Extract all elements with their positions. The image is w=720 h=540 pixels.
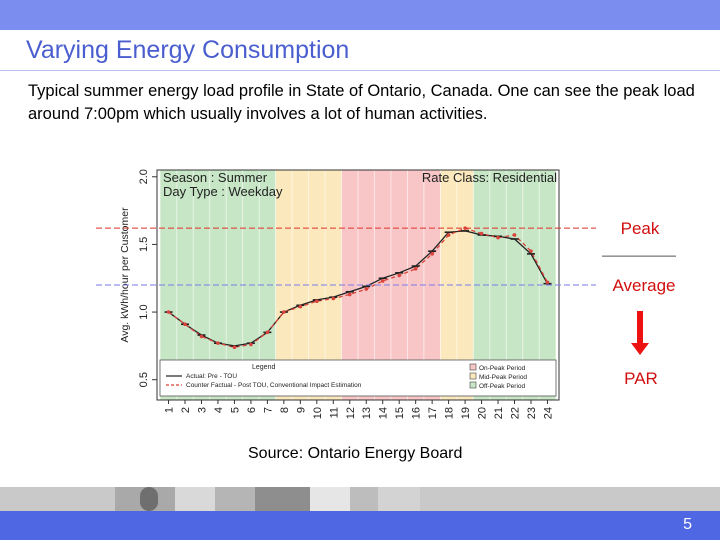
rate-class-label: Rate Class: Residential	[422, 170, 557, 185]
x-tick-label: 7	[262, 407, 274, 413]
par-arrow-shaft	[637, 311, 643, 345]
counterfactual-point	[216, 341, 220, 345]
x-tick-label: 22	[510, 407, 522, 419]
counterfactual-point	[430, 252, 434, 256]
y-tick-label: 2.0	[138, 169, 150, 184]
series-points	[164, 226, 552, 350]
x-tick-label: 19	[460, 407, 472, 419]
par-label: PAR	[624, 369, 658, 388]
day-type-label: Day Type : Weekday	[163, 184, 283, 199]
counterfactual-point	[413, 266, 418, 271]
legend-period-label: On-Peak Period	[479, 365, 526, 372]
bottom-accent-bar: 5	[0, 511, 720, 540]
footer-decor-block	[350, 487, 378, 511]
counterfactual-point	[282, 310, 286, 314]
y-tick-label: 1.5	[138, 237, 150, 252]
x-tick-label: 18	[444, 407, 456, 419]
source-citation: Source: Ontario Energy Board	[248, 445, 463, 462]
footer-decor-block	[175, 487, 215, 511]
season-label: Season : Summer	[163, 170, 268, 185]
x-tick-label: 17	[427, 407, 439, 419]
x-tick-label: 4	[213, 407, 225, 413]
legend-period-swatch	[469, 372, 477, 380]
counterfactual-point	[331, 296, 336, 301]
x-tick-label: 2	[180, 407, 192, 413]
footer-decor-block	[310, 487, 350, 511]
counterfactual-point	[496, 235, 500, 240]
legend-line-label: Actual: Pre - TOU	[186, 373, 237, 380]
legend-period-label: Mid-Peak Period	[479, 374, 527, 381]
counterfactual-point	[315, 299, 319, 304]
x-tick-label: 10	[312, 407, 324, 419]
axes: 0.51.01.52.01 2 3 4 5 6 7 8 9 10 11 12 13 14 15 16 17 18 1…	[138, 169, 554, 419]
counterfactual-point	[249, 342, 253, 347]
x-tick-label: 12	[345, 407, 357, 419]
chart-container: 0.5 1.0 1.5 2.0 1 2 3 4 5 6 7 8 9 10 11 12 13 14 15 16 17 18 1…	[96, 160, 680, 430]
load-profile-chart: 0.51.01.52.01 2 3 4 5 6 7 8 9 10 11 12 13 14 15 16 17 18 1…	[96, 169, 676, 419]
x-tick-label: 5	[229, 407, 241, 413]
top-accent-bar	[0, 0, 720, 30]
footer-decor-block	[378, 487, 420, 511]
counterfactual-point	[512, 233, 517, 237]
footer-decor-block	[140, 487, 158, 511]
counterfactual-point	[166, 310, 171, 314]
counterfactual-point	[232, 345, 237, 350]
legend-box	[159, 359, 557, 397]
y-tick-label: 0.5	[138, 372, 150, 387]
x-tick-label: 8	[279, 407, 291, 413]
x-tick-label: 20	[477, 407, 489, 419]
x-tick-label: 15	[394, 407, 406, 419]
counterfactual-point	[265, 330, 270, 335]
x-tick-label: 23	[526, 407, 538, 419]
x-tick-label: 21	[493, 407, 505, 419]
title-divider	[0, 70, 720, 71]
counterfactual-point	[397, 273, 401, 278]
counterfactual-point	[479, 231, 484, 236]
counterfactual-point	[364, 287, 369, 291]
legend: Legend Actual: Pre - TOU Counter Factual -…	[159, 359, 557, 397]
legend-period-label: Off-Peak Period	[479, 383, 526, 390]
legend-period-swatch	[469, 381, 477, 389]
counterfactual-point	[380, 279, 385, 283]
counterfactual-point	[446, 233, 451, 237]
slide-description: Typical summer energy load profile in St…	[28, 82, 695, 123]
x-tick-label: 24	[542, 407, 554, 419]
footer-image-strip	[0, 487, 720, 511]
x-tick-label: 1	[164, 407, 176, 413]
counterfactual-point	[183, 322, 187, 327]
average-label: Average	[612, 276, 675, 295]
peak-label: Peak	[621, 219, 660, 238]
x-tick-label: 3	[196, 407, 208, 413]
reference-lines	[96, 227, 596, 286]
x-tick-label: 9	[295, 407, 307, 413]
counterfactual-point	[545, 280, 550, 285]
page-number: 5	[683, 516, 692, 533]
counterfactual-point	[199, 334, 204, 339]
counterfactual-point	[298, 304, 303, 309]
slide-title: Varying Energy Consumption	[26, 36, 350, 64]
x-tick-label: 6	[246, 407, 258, 413]
par-arrow	[631, 311, 649, 355]
counterfactual-point	[347, 292, 352, 297]
legend-title: Legend	[252, 364, 275, 371]
y-tick-label: 1.0	[138, 304, 150, 319]
x-tick-label: 13	[361, 407, 373, 419]
footer-decor-block	[215, 487, 255, 511]
x-tick-label: 14	[378, 407, 390, 419]
y-axis-label: Avg. kWh/hour per Customer	[119, 207, 131, 343]
legend-period-swatch	[469, 363, 477, 371]
par-arrow-head	[631, 343, 649, 355]
counterfactual-point	[529, 249, 533, 253]
legend-line-label: Counter Factual - Post TOU, Conventional…	[186, 382, 362, 389]
x-tick-label: 16	[411, 407, 423, 419]
x-tick-label: 11	[328, 407, 340, 418]
footer-decor-block	[255, 487, 310, 511]
